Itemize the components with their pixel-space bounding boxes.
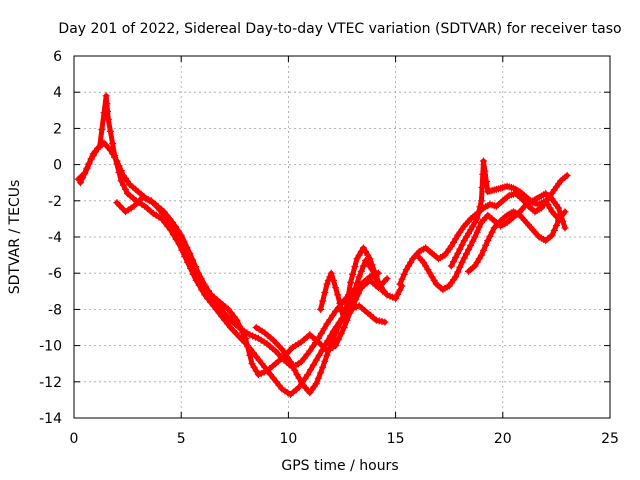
- y-tick-label: -2: [48, 194, 62, 210]
- y-tick-label: -14: [39, 411, 62, 427]
- series-track-9: [465, 208, 569, 275]
- x-axis-label: GPS time / hours: [281, 458, 398, 474]
- chart-svg: Day 201 of 2022, Sidereal Day-to-day VTE…: [0, 0, 640, 480]
- y-tick-label: -12: [39, 375, 62, 391]
- y-axis-label: SDTVAR / TECUs: [7, 180, 23, 295]
- y-tick-label: 4: [53, 85, 62, 101]
- y-tick-label: -10: [39, 339, 62, 355]
- y-tick-label: 0: [53, 158, 62, 174]
- x-tick-label: 20: [494, 431, 512, 447]
- y-tick-label: -4: [48, 230, 62, 246]
- series-track: [80, 96, 385, 395]
- grid-layer: [74, 56, 610, 418]
- tick-layer: 0 5 10 15 20 25 -14 -12 -10 -8 -6 -4 -2 0 2 4 6: [39, 49, 619, 447]
- x-tick-label: 10: [279, 431, 297, 447]
- x-tick-label: 25: [601, 431, 619, 447]
- x-tick-label: 0: [70, 431, 79, 447]
- y-tick-label: 2: [53, 121, 62, 137]
- y-tick-label: 6: [53, 49, 62, 65]
- data-layer: [75, 92, 571, 398]
- chart-title: Day 201 of 2022, Sidereal Day-to-day VTE…: [58, 21, 621, 37]
- y-tick-label: -8: [48, 302, 62, 318]
- y-tick-label: -6: [48, 266, 62, 282]
- x-tick-label: 5: [177, 431, 186, 447]
- series-track-2: [77, 92, 389, 398]
- x-tick-label: 15: [387, 431, 405, 447]
